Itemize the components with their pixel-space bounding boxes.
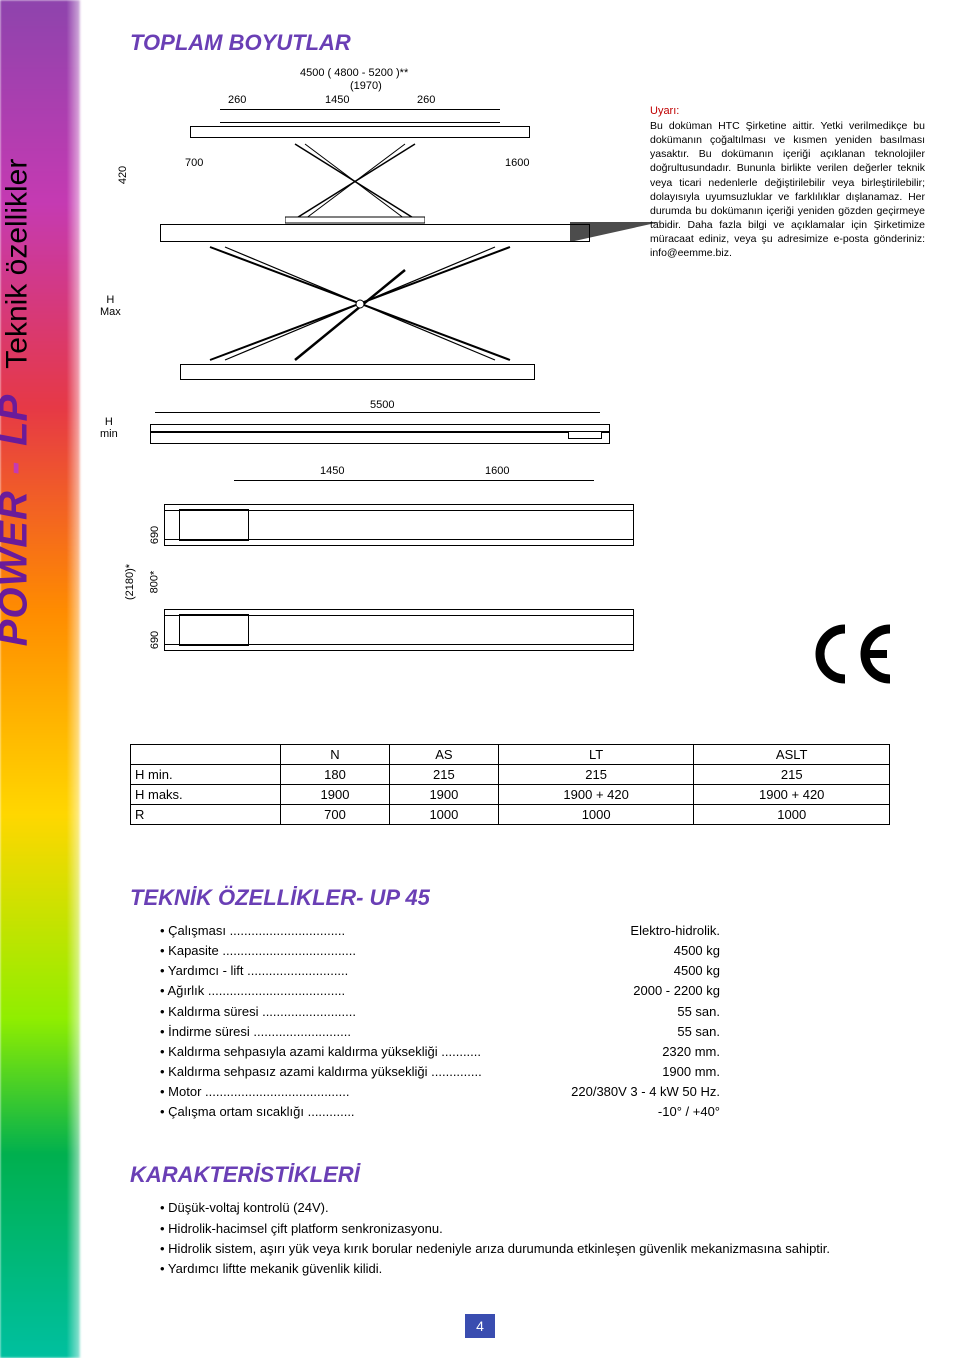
characteristic-item: • Düşük-voltaj kontrolü (24V). — [160, 1198, 950, 1218]
table-header: LT — [498, 745, 694, 765]
table-header: N — [281, 745, 390, 765]
section-title-specs: TEKNİK ÖZELLİKLER- UP 45 — [130, 885, 950, 911]
dim-5500: 5500 — [370, 399, 394, 411]
spec-item: • Çalışma ortam sıcaklığı ............. … — [160, 1102, 950, 1122]
scissor-lift-side-view — [150, 114, 600, 394]
characteristic-item: • Yardımcı liftte mekanik güvenlik kilid… — [160, 1259, 950, 1279]
subtitle-text: Teknik özellikler — [0, 159, 33, 386]
characteristic-item: • Hidrolik sistem, aşırı yük veya kırık … — [160, 1239, 950, 1259]
brand-separator: - — [0, 455, 35, 480]
table-cell: H min. — [131, 765, 281, 785]
dim-2180: (2180)* — [124, 564, 136, 600]
spec-item: • Motor ................................… — [160, 1082, 950, 1102]
dim-top-width: 4500 ( 4800 - 5200 )** — [300, 67, 408, 79]
table-cell: 1900 — [281, 785, 390, 805]
table-header: ASLT — [694, 745, 890, 765]
dim-mid-1600: 1600 — [485, 465, 509, 477]
spec-item: • Kaldırma süresi ......................… — [160, 1002, 950, 1022]
ce-mark-icon — [810, 624, 900, 699]
dim-260-right: 260 — [417, 94, 435, 106]
spec-item: • Yardımcı - lift ......................… — [160, 961, 950, 981]
table-cell: 700 — [281, 805, 390, 825]
spec-item: • Ağırlık ..............................… — [160, 981, 950, 1001]
specs-list: • Çalışması ............................… — [130, 921, 950, 1122]
table-cell: 1900 + 420 — [694, 785, 890, 805]
spec-item: • Kaldırma sehpasıyla azami kaldırma yük… — [160, 1042, 950, 1062]
table-header-row: N AS LT ASLT — [131, 745, 890, 765]
table-header: AS — [389, 745, 498, 765]
vertical-brand-title: POWER - LP Teknik özellikler — [0, 159, 36, 647]
dim-260-left: 260 — [228, 94, 246, 106]
section-title-dimensions: TOPLAM BOYUTLAR — [130, 30, 950, 56]
characteristic-item: • Hidrolik-hacimsel çift platform senkro… — [160, 1219, 950, 1239]
table-cell: 1900 — [389, 785, 498, 805]
warning-notice: Uyarı: Bu doküman HTC Şirketine aittir. … — [650, 104, 925, 261]
page-number: 4 — [465, 1314, 495, 1338]
warning-text: Bu doküman HTC Şirketine aittir. Yetki v… — [650, 120, 925, 260]
table-cell: H maks. — [131, 785, 281, 805]
technical-diagram: 4500 ( 4800 - 5200 )** (1970) 260 1450 2… — [130, 64, 950, 744]
table-cell: 215 — [694, 765, 890, 785]
dim-h-min: H min — [100, 416, 118, 440]
dim-690-top: 690 — [149, 526, 161, 544]
table-cell: 1000 — [498, 805, 694, 825]
spec-item: • Çalışması ............................… — [160, 921, 950, 941]
dim-h-max: H Max — [100, 294, 121, 318]
table-cell: 1000 — [389, 805, 498, 825]
table-cell: 1900 + 420 — [498, 785, 694, 805]
table-cell: 215 — [389, 765, 498, 785]
brand-text: POWER — [0, 490, 35, 646]
spec-item: • İndirme süresi .......................… — [160, 1022, 950, 1042]
dimensions-table: N AS LT ASLT H min.180215215215H maks.19… — [130, 744, 890, 825]
table-row: H maks.190019001900 + 4201900 + 420 — [131, 785, 890, 805]
dim-1450: 1450 — [325, 94, 349, 106]
dim-800: 800* — [148, 571, 160, 594]
warning-label: Uyarı: — [650, 105, 679, 117]
spec-item: • Kaldırma sehpasız azami kaldırma yükse… — [160, 1062, 950, 1082]
table-header — [131, 745, 281, 765]
model-text: LP — [0, 395, 35, 446]
spec-item: • Kapasite .............................… — [160, 941, 950, 961]
dim-420: 420 — [117, 166, 129, 184]
table-cell: 1000 — [694, 805, 890, 825]
lowered-side-view — [150, 419, 610, 454]
table-cell: 215 — [498, 765, 694, 785]
dim-690-bot: 690 — [149, 631, 161, 649]
table-row: R700100010001000 — [131, 805, 890, 825]
table-cell: R — [131, 805, 281, 825]
top-plan-view: 690 800* (2180)* 690 — [124, 484, 634, 714]
table-row: H min.180215215215 — [131, 765, 890, 785]
dim-mid-1450: 1450 — [320, 465, 344, 477]
characteristics-list: • Düşük-voltaj kontrolü (24V).• Hidrolik… — [130, 1198, 950, 1279]
table-cell: 180 — [281, 765, 390, 785]
dim-top-paren: (1970) — [350, 80, 382, 92]
section-title-characteristics: KARAKTERİSTİKLERİ — [130, 1162, 950, 1188]
